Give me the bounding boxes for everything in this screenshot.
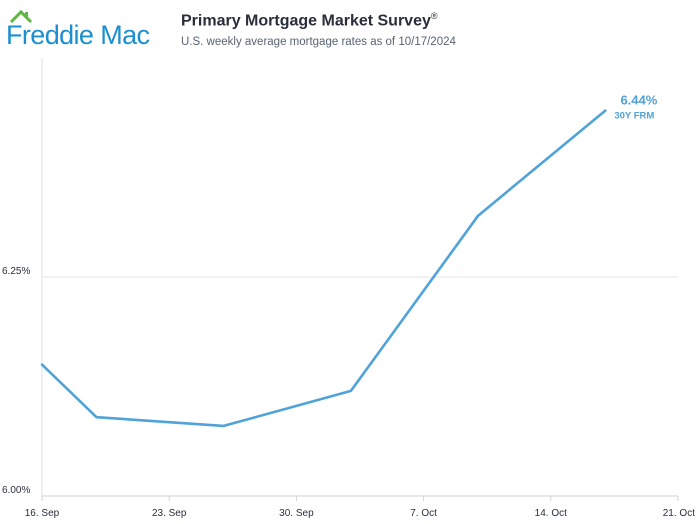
freddie-mac-logo[interactable]: Freddie Mac [6,8,166,52]
annotation-series-label: 30Y FRM [614,111,654,122]
x-tick-label: 14. Oct [535,508,567,519]
series-line-30y-frm [40,109,607,428]
logo-wordmark: Freddie Mac [6,20,150,50]
house-icon [9,9,33,24]
y-tick-label: 6.00% [2,485,30,496]
x-tick-label: 7. Oct [410,508,437,519]
chart-title: Primary Mortgage Market Survey® [181,11,438,30]
annotation-value: 6.44% [620,93,657,108]
axes [41,58,679,501]
x-tick-label: 21. Oct [663,508,695,519]
annotations: 6.44% 30Y FRM [614,93,657,122]
x-tick-label: 16. Sep [25,508,60,519]
x-tick-label: 30. Sep [279,508,314,519]
header: Freddie Mac Primary Mortgage Market Surv… [0,0,700,56]
y-tick-label: 6.25% [2,266,30,277]
x-tick-label: 23. Sep [152,508,187,519]
registered-mark: ® [430,11,438,21]
chart-subtitle: U.S. weekly average mortgage rates as of… [181,36,456,48]
series-layer [40,109,607,428]
tick-labels: 6.00% 6.25% 16. Sep 23. Sep 30. Sep 7. Oct 14.… [2,266,695,519]
